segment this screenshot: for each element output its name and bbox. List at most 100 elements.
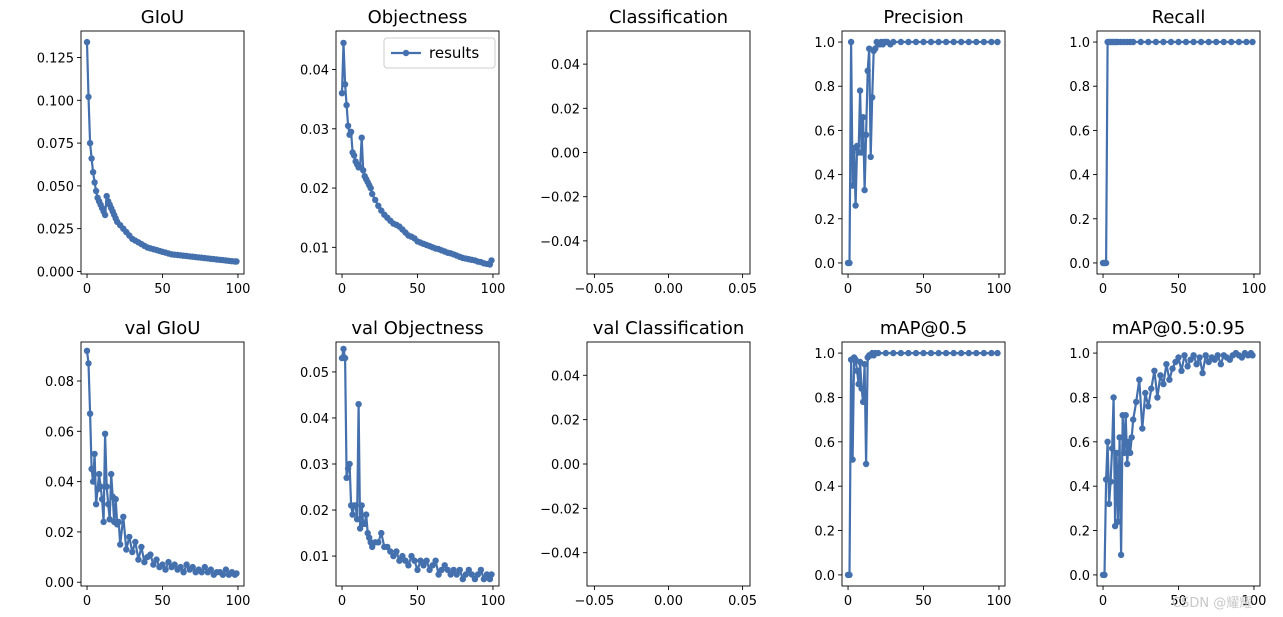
x-tick-label: 0	[844, 282, 852, 297]
subplot-precision: Precision 0.0 0.2 0.4 0.6 0.8 1.0 0 50 100	[814, 7, 1011, 297]
data-point	[117, 541, 124, 548]
data-point	[1197, 38, 1205, 46]
data-point	[183, 561, 190, 568]
data-point	[358, 134, 365, 141]
data-point	[1117, 551, 1125, 559]
data-point	[1124, 460, 1131, 468]
data-point	[1178, 367, 1185, 374]
y-tick-label: 0.0	[814, 257, 835, 272]
y-tick-label: 0.0	[814, 569, 835, 584]
y-tick-label: 0.6	[814, 436, 835, 451]
y-tick-label: 0.02	[551, 102, 580, 117]
data-point	[408, 552, 415, 560]
data-point	[372, 196, 379, 204]
data-point	[441, 562, 448, 569]
data-point	[375, 539, 382, 546]
data-point	[859, 114, 867, 121]
data-point	[95, 470, 103, 478]
data-point	[846, 571, 853, 579]
y-tick-label: 0.02	[551, 414, 580, 429]
data-point	[438, 566, 445, 574]
x-tick-label: 50	[915, 282, 932, 297]
data-point	[1249, 38, 1256, 46]
data-point	[994, 349, 1001, 357]
y-tick-label: 0.00	[45, 576, 74, 591]
data-point	[123, 546, 130, 553]
subplot-val-objectness: val Objectness 0.01 0.02 0.03 0.04 0.05 0 50 100	[300, 318, 505, 609]
data-point	[862, 131, 870, 138]
data-point	[207, 566, 214, 573]
data-point	[875, 349, 882, 357]
data-point	[456, 566, 463, 574]
data-point	[92, 187, 100, 195]
y-tick-label: 0.0	[1069, 569, 1090, 584]
y-tick-label: 0.04	[300, 64, 329, 79]
y-tick-label: 0.2	[814, 525, 835, 540]
y-tick-label: −0.04	[540, 235, 580, 250]
y-tick-label: 0.08	[45, 375, 74, 390]
x-tick-label: 0.05	[728, 282, 757, 297]
y-tick-label: 0.4	[814, 169, 835, 184]
data-point	[1190, 352, 1197, 359]
data-point	[958, 349, 965, 357]
data-point	[88, 465, 95, 473]
data-point	[483, 571, 491, 578]
y-tick-label: 0.02	[300, 182, 329, 197]
data-point	[1142, 389, 1149, 397]
y-tick-label: 0.6	[1069, 436, 1090, 451]
y-tick-label: 1.0	[814, 36, 835, 51]
data-point	[468, 571, 475, 578]
data-point	[120, 513, 127, 520]
data-point	[378, 529, 385, 537]
data-point	[1157, 372, 1164, 379]
data-point	[474, 571, 482, 578]
data-point	[861, 186, 868, 194]
y-tick-label: 0.2	[814, 213, 835, 228]
x-tick-label: 50	[154, 594, 171, 609]
data-point	[471, 575, 479, 583]
data-point	[384, 543, 391, 551]
data-point	[353, 516, 361, 523]
data-point	[980, 349, 988, 357]
subplot-title: mAP@0.5:0.95	[1112, 318, 1245, 339]
data-point	[846, 259, 853, 267]
data-point	[1113, 449, 1120, 457]
data-point	[198, 569, 205, 576]
data-point	[426, 566, 433, 574]
data-point	[942, 38, 950, 46]
data-point	[356, 525, 364, 532]
data-point	[414, 566, 421, 574]
subplot-title: val Objectness	[351, 318, 483, 339]
x-tick-label: 0.00	[654, 282, 683, 297]
data-point	[1128, 434, 1135, 441]
data-point	[858, 385, 865, 392]
data-point	[420, 562, 427, 569]
data-point	[147, 551, 154, 558]
data-point	[859, 398, 867, 406]
data-point	[1163, 361, 1170, 368]
data-point	[1136, 376, 1143, 383]
data-point	[162, 566, 169, 573]
data-point	[1199, 369, 1206, 377]
watermark-text: CSDN @耀耀	[1172, 596, 1252, 611]
data-point	[1102, 259, 1110, 267]
data-point	[1214, 352, 1221, 359]
subplot-recall: Recall 0.0 0.2 0.4 0.6 0.8 1.0 0 50 100	[1069, 7, 1266, 297]
data-point	[1182, 38, 1190, 46]
series-line	[848, 352, 998, 577]
subplot-title: mAP@0.5	[880, 318, 967, 339]
data-point	[973, 349, 980, 357]
y-tick-label: 1.0	[1069, 347, 1090, 362]
y-tick-label: 0.4	[1069, 169, 1090, 184]
y-tick-label: 0.00	[551, 458, 580, 473]
data-point	[393, 548, 400, 555]
data-point	[180, 569, 187, 576]
data-point	[222, 566, 230, 573]
data-point	[341, 81, 349, 88]
data-point	[233, 258, 240, 265]
subplot-title: Classification	[609, 7, 728, 28]
data-point	[1196, 354, 1203, 361]
data-point	[1139, 425, 1146, 432]
data-point	[343, 474, 350, 481]
data-point	[367, 184, 374, 192]
